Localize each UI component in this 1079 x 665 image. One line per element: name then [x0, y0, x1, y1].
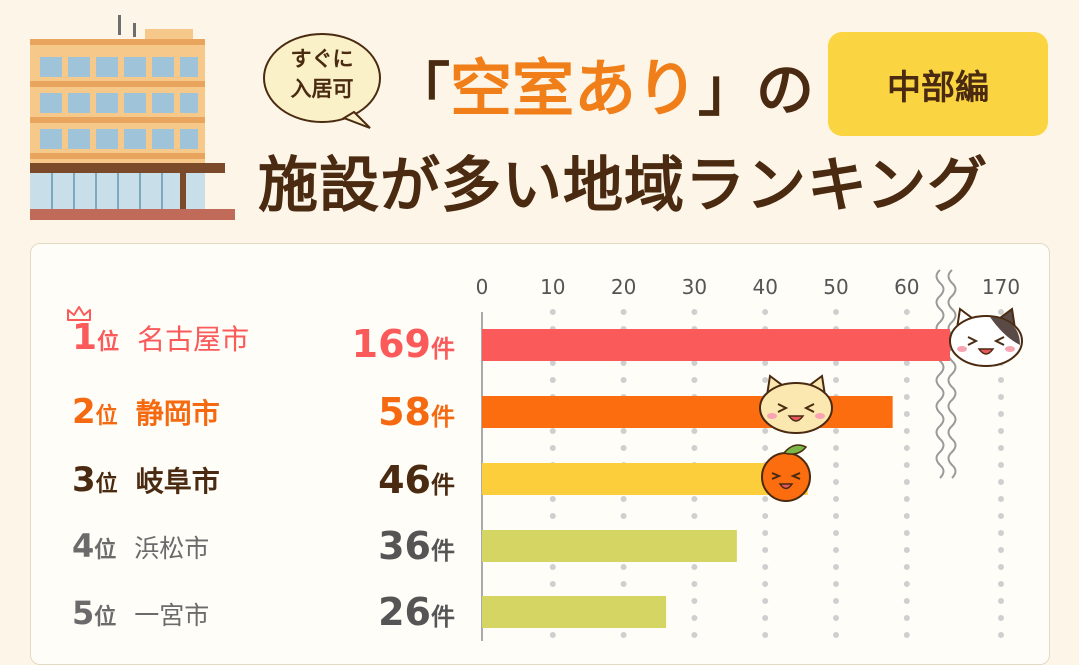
tabby-cat-icon [759, 374, 833, 434]
rank-number: 3 [72, 460, 96, 500]
x-tick-label: 20 [611, 275, 636, 299]
x-tick-label: 30 [682, 275, 707, 299]
count-value: 169 [351, 322, 431, 366]
rank-number: 5 [72, 594, 95, 632]
orange-mascot-icon [761, 444, 811, 502]
title-line-1: 「空室あり」の [392, 44, 814, 134]
count-unit: 件 [431, 471, 455, 499]
count-unit: 件 [431, 335, 455, 363]
title-open: 「 [392, 56, 451, 124]
count-3: 46件 [378, 458, 455, 502]
count-value: 36 [378, 524, 431, 568]
calico-cat-icon [949, 307, 1023, 367]
row-label-1: 1位 名古屋市 [67, 306, 250, 358]
count-unit: 件 [431, 603, 455, 631]
region-badge: 中部編 [828, 32, 1048, 136]
crown-icon [67, 306, 91, 321]
city-name: 名古屋市 [137, 323, 250, 356]
bar-chart: 0 10 20 30 40 50 60 170 [476, 269, 1023, 641]
rank-number: 4 [72, 527, 95, 565]
bar [482, 530, 737, 562]
row-label-5: 5位 一宮市 [72, 594, 209, 632]
city-name: 静岡市 [135, 397, 220, 430]
chart-panel [30, 243, 1050, 665]
bubble-text: すぐに 入居可 [262, 44, 382, 104]
row-label-3: 3位 岐阜市 [72, 460, 220, 500]
count-value: 26 [378, 590, 431, 634]
rank-suffix: 位 [94, 605, 117, 630]
bubble-line-2: 入居可 [290, 77, 354, 101]
x-tick-label: 40 [752, 275, 777, 299]
bar [482, 596, 667, 628]
axis-break-line [947, 269, 957, 479]
count-1: 169件 [352, 322, 455, 366]
city-name: 岐阜市 [135, 465, 220, 498]
rank-suffix: 位 [95, 404, 118, 429]
speech-bubble [263, 33, 381, 129]
x-tick-label: 10 [540, 275, 565, 299]
city-name: 浜松市 [134, 534, 210, 563]
bar [482, 463, 808, 495]
count-value: 46 [378, 458, 431, 502]
city-name: 一宮市 [134, 601, 210, 630]
x-tick-label: 0 [476, 275, 489, 299]
count-2: 58件 [378, 390, 455, 434]
bubble-line-1: すぐに [290, 47, 354, 71]
title-line-2: 施設が多い地域ランキング [258, 151, 989, 221]
count-unit: 件 [431, 537, 455, 565]
axis-break-line [935, 269, 945, 479]
title-highlight: 空室あり [450, 52, 699, 125]
x-tick-label: 50 [823, 275, 848, 299]
rank-number: 2 [72, 392, 96, 432]
x-tick-label: 60 [894, 275, 919, 299]
building-illustration [30, 15, 235, 220]
title-close: 」の [698, 56, 815, 124]
row-label-4: 4位 浜松市 [72, 527, 209, 565]
x-tick-label: 170 [982, 275, 1020, 299]
rank-suffix: 位 [95, 472, 118, 497]
row-label-2: 2位 静岡市 [72, 392, 220, 432]
count-5: 26件 [378, 590, 455, 634]
rank-suffix: 位 [94, 538, 117, 563]
count-value: 58 [378, 390, 431, 434]
rank-suffix: 位 [97, 330, 120, 355]
count-4: 36件 [378, 524, 455, 568]
count-unit: 件 [431, 403, 455, 431]
bar [482, 329, 950, 361]
rank-number: 1 [72, 317, 98, 358]
